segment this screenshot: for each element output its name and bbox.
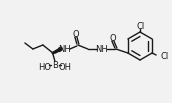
Text: B: B xyxy=(52,60,58,70)
Text: Cl: Cl xyxy=(160,52,168,60)
Text: O: O xyxy=(110,33,116,43)
Text: Cl: Cl xyxy=(137,22,145,30)
Text: O: O xyxy=(73,29,79,39)
Text: OH: OH xyxy=(58,63,71,71)
Text: NH: NH xyxy=(95,44,108,53)
Text: HO: HO xyxy=(38,63,51,71)
Text: NH: NH xyxy=(58,44,71,53)
